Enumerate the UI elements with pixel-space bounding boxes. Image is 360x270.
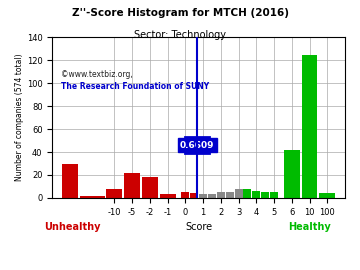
X-axis label: Score: Score xyxy=(185,222,212,232)
Bar xyxy=(226,192,234,198)
Y-axis label: Number of companies (574 total): Number of companies (574 total) xyxy=(15,54,24,181)
Text: ©www.textbiz.org,: ©www.textbiz.org, xyxy=(61,69,133,79)
Bar xyxy=(62,164,78,198)
Bar xyxy=(199,194,207,198)
Bar xyxy=(217,192,225,198)
Text: The Research Foundation of SUNY: The Research Foundation of SUNY xyxy=(61,82,209,91)
Bar xyxy=(261,192,269,198)
Text: Sector: Technology: Sector: Technology xyxy=(134,30,226,40)
Bar xyxy=(80,196,96,198)
Bar xyxy=(124,173,140,198)
Bar xyxy=(284,150,300,198)
Bar xyxy=(181,192,189,198)
Bar xyxy=(208,194,216,198)
Bar xyxy=(106,189,122,198)
Bar xyxy=(89,196,105,198)
Bar xyxy=(319,193,335,198)
Bar xyxy=(190,193,198,198)
Bar xyxy=(159,194,176,198)
Bar xyxy=(235,189,243,198)
Text: Healthy: Healthy xyxy=(288,222,331,232)
Text: Unhealthy: Unhealthy xyxy=(45,222,101,232)
Text: 0.6609: 0.6609 xyxy=(180,141,214,150)
Bar xyxy=(243,189,251,198)
Bar xyxy=(270,192,278,198)
Text: Z''-Score Histogram for MTCH (2016): Z''-Score Histogram for MTCH (2016) xyxy=(72,8,288,18)
Bar xyxy=(302,55,318,198)
Bar xyxy=(142,177,158,198)
Bar xyxy=(252,191,260,198)
